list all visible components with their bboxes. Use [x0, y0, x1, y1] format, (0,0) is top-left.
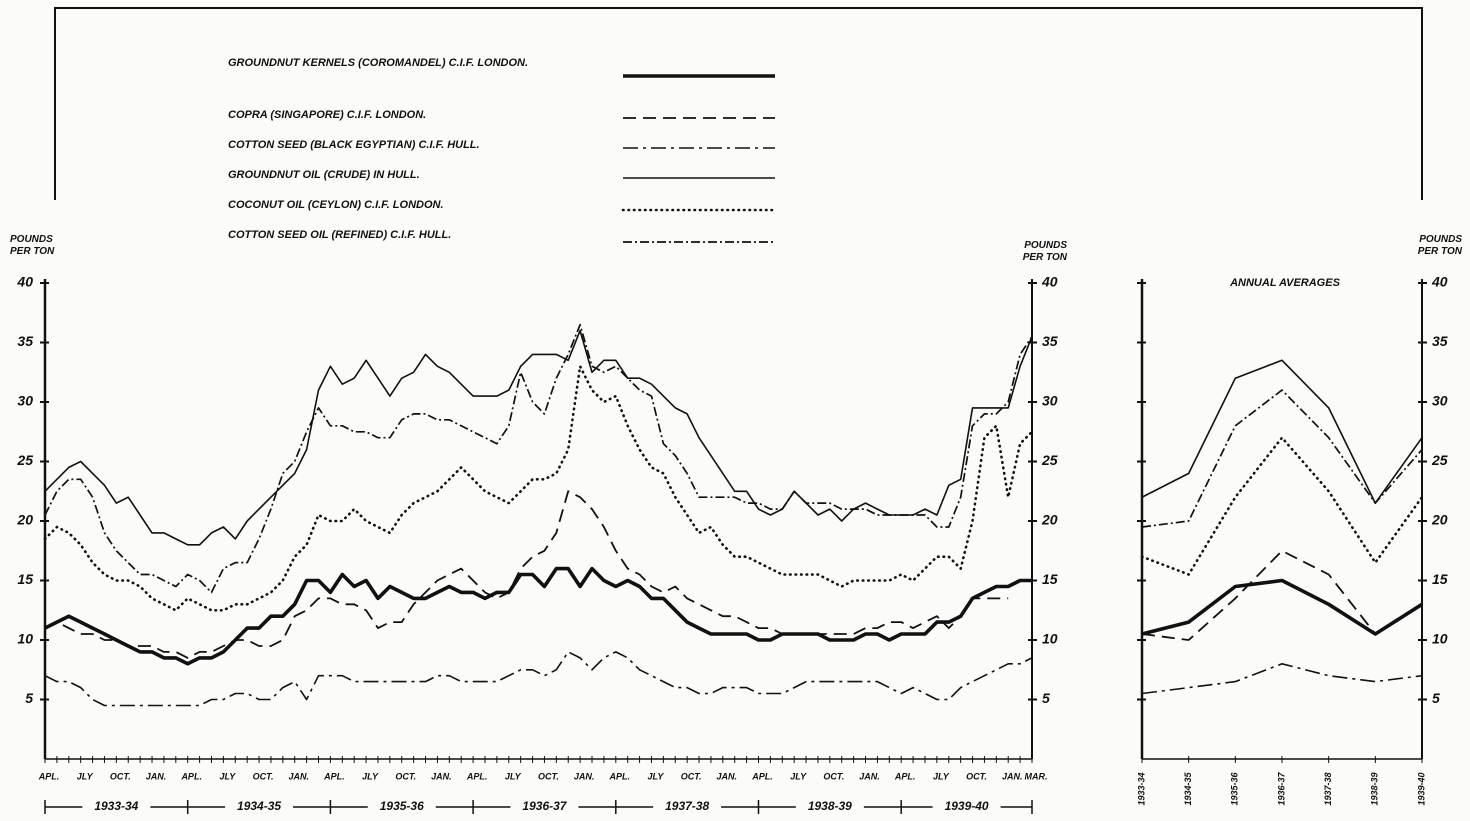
period-label: 1935-36 [380, 799, 424, 813]
y2-tick-label: 40 [1041, 274, 1058, 290]
y-tick-label: 15 [17, 571, 33, 587]
y2-tick-label: 5 [1042, 690, 1050, 706]
x-tick-label: APL. [323, 771, 345, 781]
series-line [43, 365, 1034, 612]
x-tick-label: APL. [751, 771, 773, 781]
series-line [1141, 578, 1423, 636]
x-tick-label: JAN. [431, 771, 452, 781]
period-label-bg [795, 799, 864, 815]
x-tick-label: JAN. [146, 771, 167, 781]
x-tick-label: OCT. [966, 771, 987, 781]
y-tick-label: 20 [16, 512, 33, 528]
x-tick-label: JLY [790, 771, 807, 781]
y-tick-label: 10 [17, 631, 33, 647]
y-tick-label: 30 [17, 393, 33, 409]
x-tick-label: APL. [180, 771, 202, 781]
series-line [1141, 359, 1423, 504]
x-tick-label: JLY [362, 771, 379, 781]
legend-label: COTTON SEED (BLACK EGYPTIAN) C.I.F. HULL… [228, 139, 480, 151]
period-label-bg [82, 799, 151, 815]
period-label: 1934-35 [237, 799, 281, 813]
x-tick-label: APL. [609, 771, 631, 781]
x-tick-label: OCT. [538, 771, 559, 781]
period-label-bg [225, 799, 294, 815]
y-tick-label: 5 [25, 690, 33, 706]
y-tick-label: 25 [16, 452, 33, 468]
y-tick-label: 40 [16, 274, 33, 290]
x-tick-label: OCT. [823, 771, 844, 781]
legend-label: COCONUT OIL (CEYLON) C.I.F. LONDON. [228, 199, 444, 211]
x-tick-label: OCT. [681, 771, 702, 781]
x-tick-label: JAN. [717, 771, 738, 781]
period-label: 1937-38 [665, 799, 709, 813]
x-tick-label: 1935-36 [1230, 771, 1240, 805]
series-line [44, 490, 1009, 659]
legend-label: COTTON SEED OIL (REFINED) C.I.F. HULL. [228, 229, 452, 241]
y2-axis-label: POUNDS PER TON [1417, 234, 1462, 257]
y-tick-label: 35 [17, 333, 33, 349]
y2-tick-label: 5 [1432, 690, 1440, 706]
x-tick-label: 1939-40 [1416, 772, 1426, 805]
chart-title: ANNUAL AVERAGES [1229, 277, 1340, 289]
y2-tick-label: 40 [1431, 274, 1448, 290]
period-label-bg [510, 799, 579, 815]
legend-label: GROUNDNUT OIL (CRUDE) IN HULL. [228, 169, 420, 181]
x-tick-label: OCT. [395, 771, 416, 781]
y2-tick-label: 30 [1432, 393, 1448, 409]
period-label-bg [367, 799, 436, 815]
x-tick-label: 1937-38 [1323, 772, 1333, 805]
x-tick-label: APL. [38, 771, 60, 781]
period-label: 1936-37 [522, 799, 567, 813]
x-tick-label: APL. [466, 771, 488, 781]
x-tick-label: JLY [77, 771, 94, 781]
y-axis-label: POUNDS PER TON [10, 234, 55, 257]
series-line [1141, 389, 1423, 528]
y2-tick-label: 20 [1431, 512, 1448, 528]
x-tick-label: JAN. [859, 771, 880, 781]
legend-label: COPRA (SINGAPORE) C.I.F. LONDON. [228, 109, 427, 121]
period-label: 1938-39 [808, 799, 852, 813]
x-tick-label: OCT. [110, 771, 131, 781]
y2-tick-label: 15 [1432, 571, 1448, 587]
frame [54, 7, 1423, 200]
y2-tick-label: 10 [1432, 631, 1448, 647]
x-tick-label: 1936-37 [1276, 771, 1286, 805]
x-tick-label: MAR. [1025, 771, 1048, 781]
x-tick-label: 1938-39 [1370, 772, 1380, 805]
period-label-bg [653, 799, 722, 815]
y2-tick-label: 25 [1041, 452, 1058, 468]
x-tick-label: JAN. [1002, 771, 1023, 781]
series-line [1141, 549, 1377, 641]
y2-tick-label: 15 [1042, 571, 1058, 587]
y2-tick-label: 25 [1431, 452, 1448, 468]
y2-tick-label: 10 [1042, 631, 1058, 647]
series-line [44, 566, 1032, 666]
period-label-bg [932, 799, 1001, 815]
x-tick-label: 1933-34 [1136, 772, 1146, 805]
y2-axis-label: POUNDS PER TON [1022, 240, 1067, 263]
x-tick-label: JAN. [288, 771, 309, 781]
x-tick-label: JLY [648, 771, 665, 781]
series-line [1141, 663, 1423, 695]
y2-tick-label: 20 [1041, 512, 1058, 528]
x-tick-label: JLY [933, 771, 950, 781]
y2-tick-label: 30 [1042, 393, 1058, 409]
series-line [44, 329, 1033, 546]
legend-label: GROUNDNUT KERNELS (COROMANDEL) C.I.F. LO… [228, 57, 529, 69]
period-label: 1933-34 [94, 799, 138, 813]
period-label: 1939-40 [945, 799, 989, 813]
x-tick-label: JLY [219, 771, 236, 781]
series-line [44, 651, 1033, 707]
x-tick-label: OCT. [253, 771, 274, 781]
x-tick-label: JLY [505, 771, 522, 781]
series-line [1140, 436, 1424, 576]
y2-tick-label: 35 [1432, 333, 1448, 349]
x-tick-label: APL. [894, 771, 916, 781]
x-tick-label: 1934-35 [1183, 771, 1193, 805]
x-tick-label: JAN. [574, 771, 595, 781]
y2-tick-label: 35 [1042, 333, 1058, 349]
series-line [44, 323, 1033, 594]
